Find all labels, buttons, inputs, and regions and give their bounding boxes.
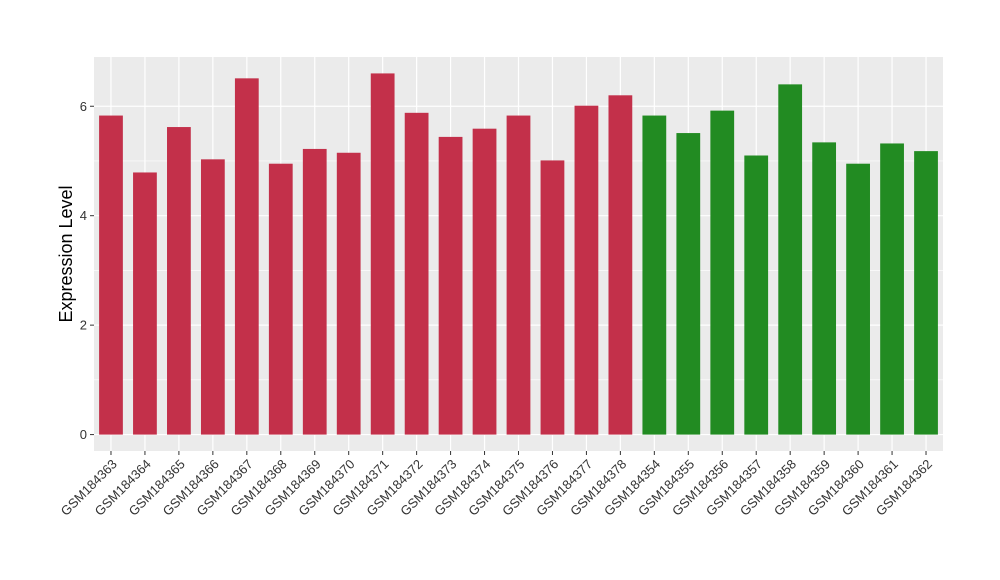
bar-GSM184374 xyxy=(472,128,497,435)
bar-GSM184363 xyxy=(99,115,123,435)
bar-GSM184375 xyxy=(506,115,531,435)
x-axis: GSM184363GSM184364GSM184365GSM184366GSM1… xyxy=(58,451,935,519)
bar-GSM184360 xyxy=(846,163,870,435)
bar-GSM184354 xyxy=(642,115,667,435)
bar-GSM184357 xyxy=(744,155,769,435)
y-tick-label: 0 xyxy=(80,427,87,442)
bar-GSM184372 xyxy=(404,112,429,435)
y-tick-label: 2 xyxy=(80,318,87,333)
bar-GSM184378 xyxy=(608,95,633,435)
bar-GSM184369 xyxy=(302,148,327,435)
y-axis: 0 2 4 6 xyxy=(80,99,94,442)
bar-GSM184376 xyxy=(540,160,565,435)
bar-GSM184364 xyxy=(133,172,157,435)
bar-GSM184366 xyxy=(200,159,225,435)
y-axis-title: Expression Level xyxy=(56,185,76,322)
bar-GSM184361 xyxy=(880,143,904,435)
bar-GSM184359 xyxy=(812,142,837,435)
bar-GSM184371 xyxy=(370,73,395,435)
bar-GSM184365 xyxy=(167,127,191,435)
bar-GSM184377 xyxy=(574,105,599,435)
bar-GSM184368 xyxy=(268,163,293,435)
bar-GSM184362 xyxy=(914,151,938,435)
bar-GSM184355 xyxy=(676,133,701,435)
y-tick-label: 6 xyxy=(80,99,87,114)
bar-GSM184370 xyxy=(336,152,361,435)
bar-GSM184356 xyxy=(710,110,735,435)
bar-GSM184373 xyxy=(438,136,463,435)
y-tick-label: 4 xyxy=(80,208,87,223)
bar-GSM184358 xyxy=(778,84,803,435)
bars xyxy=(99,73,938,435)
bar-GSM184367 xyxy=(234,78,259,435)
